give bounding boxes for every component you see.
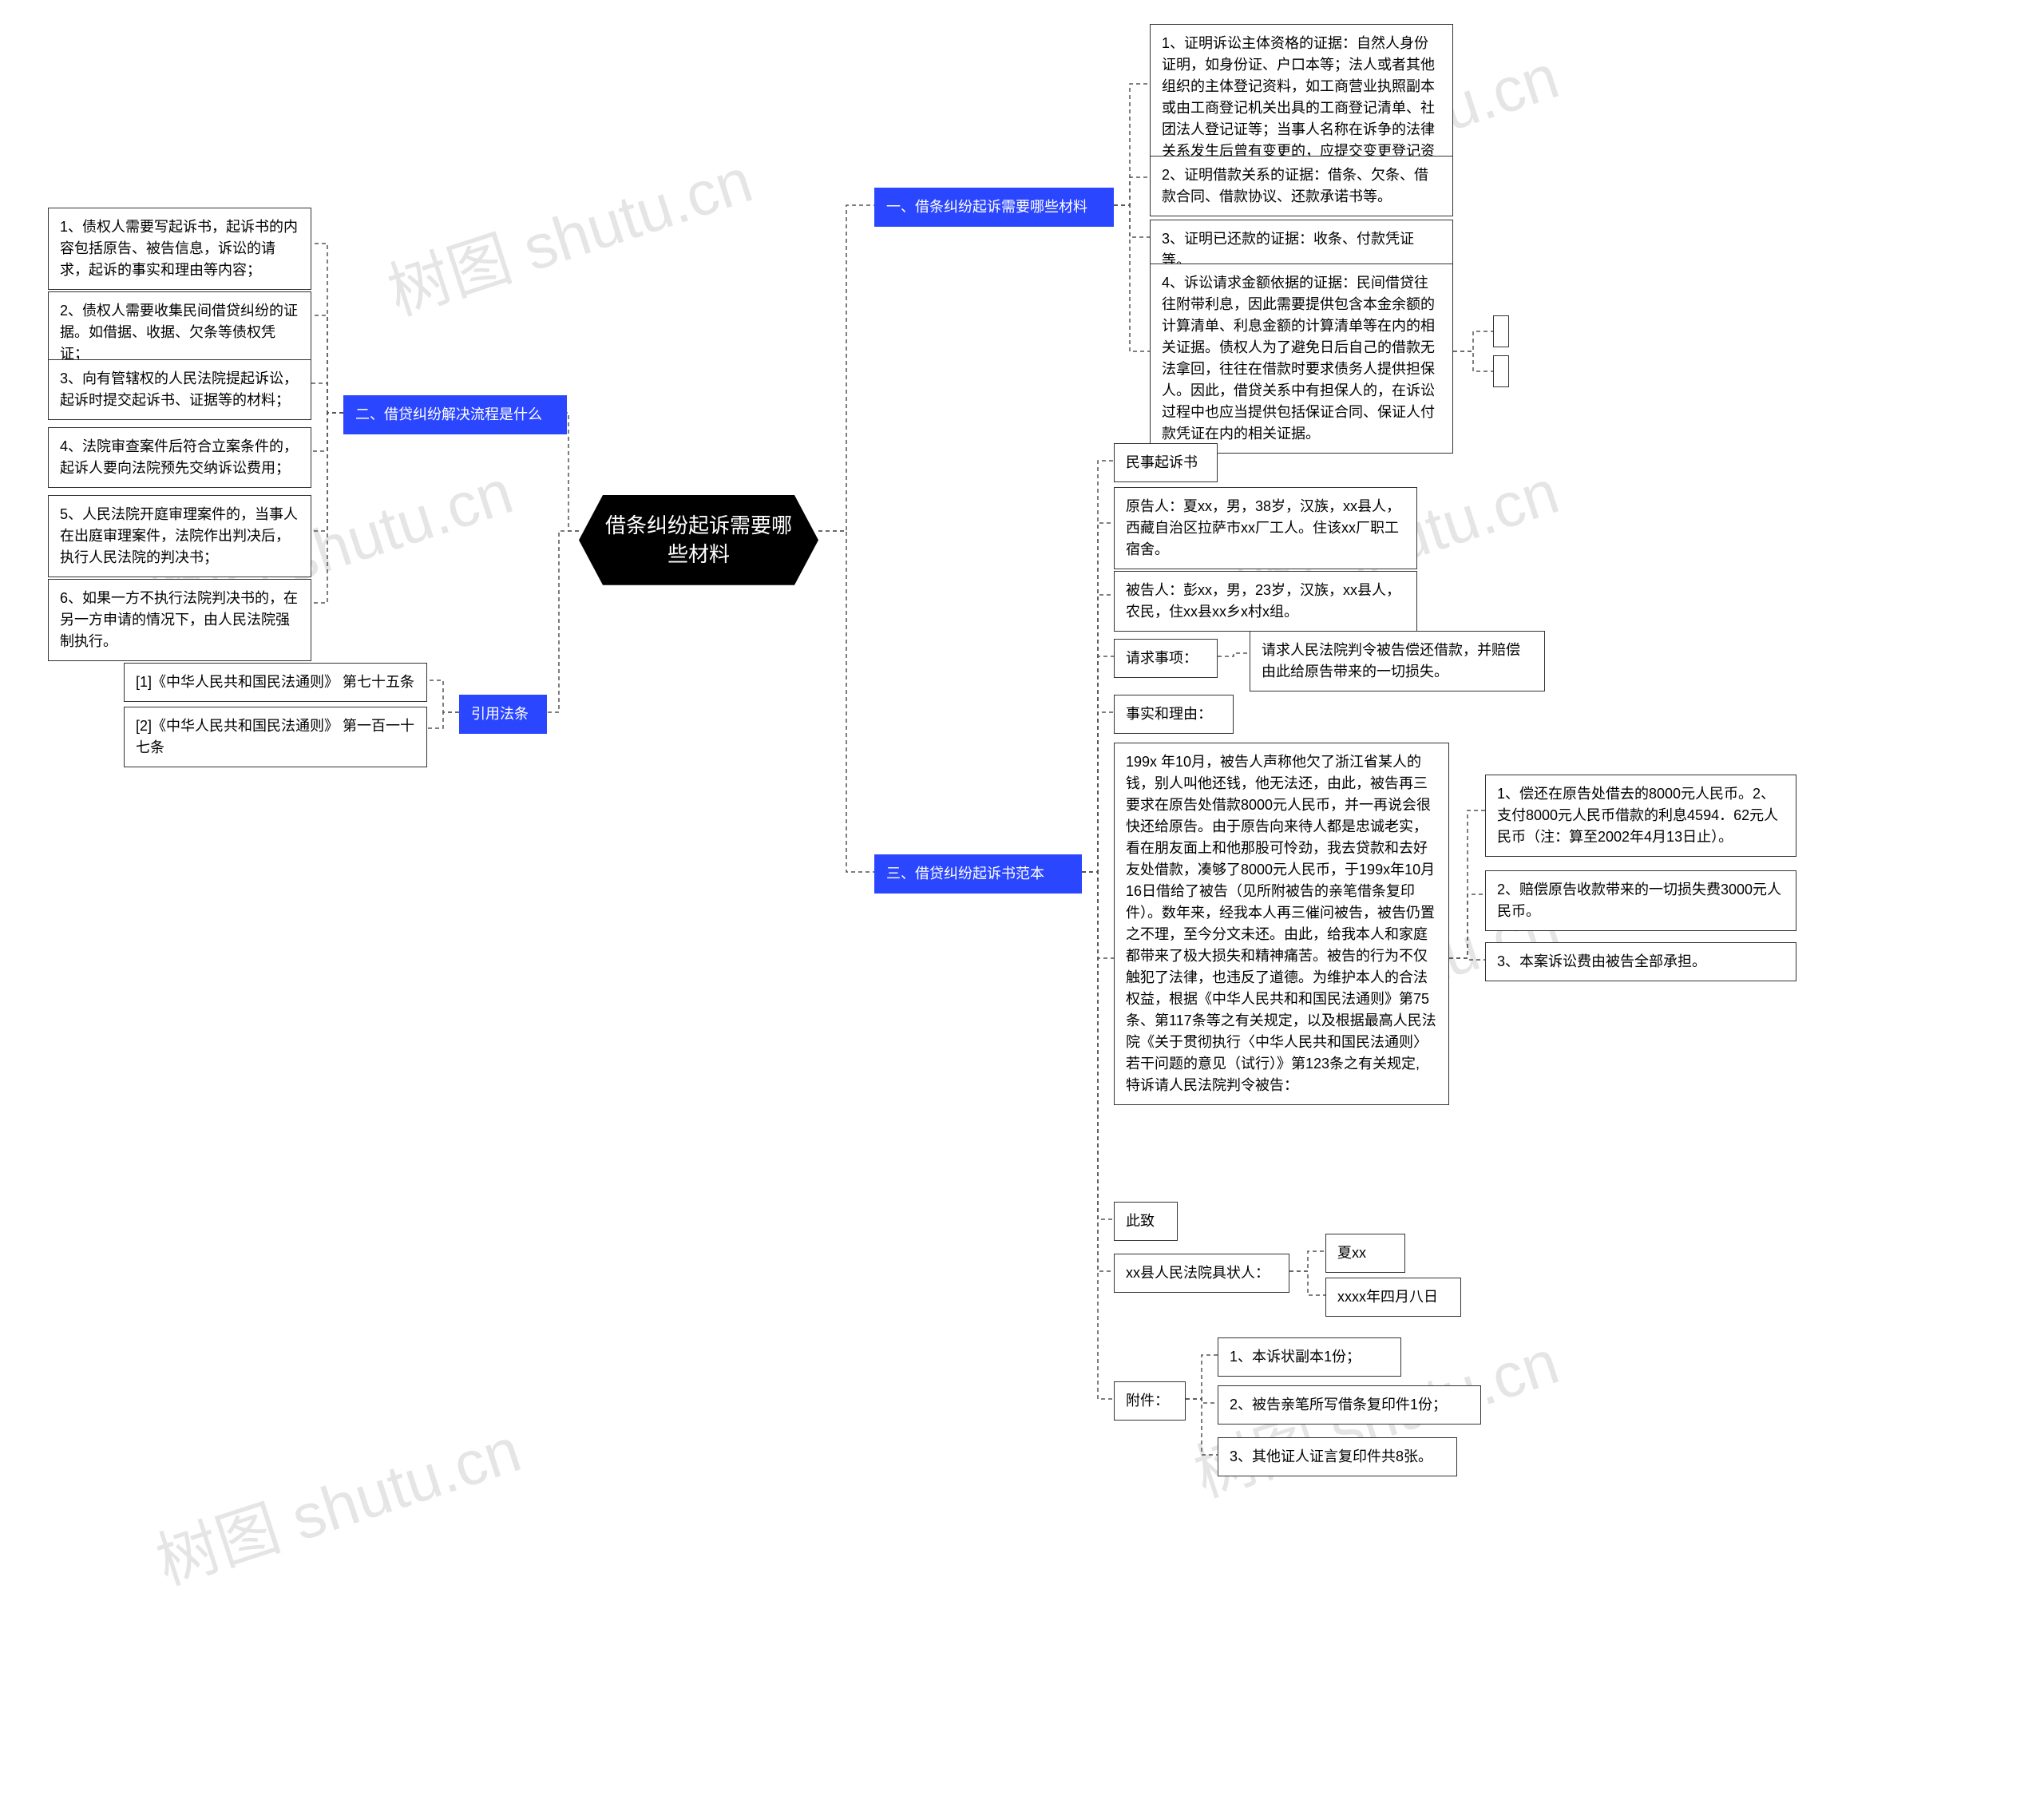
leaf-b3-9a: 1、本诉状副本1份； xyxy=(1218,1337,1401,1377)
branch-b1: 一、借条纠纷起诉需要哪些材料 xyxy=(874,188,1114,227)
leaf-b1-4: 4、诉讼请求金额依据的证据：民间借贷往往附带利息，因此需要提供包含本金余额的计算… xyxy=(1150,264,1453,454)
leaf-b3-6a: 1、偿还在原告处借去的8000元人民币。2、支付8000元人民币借款的利息459… xyxy=(1485,775,1796,857)
leaf-b1-2: 2、证明借款关系的证据：借条、欠条、借款合同、借款协议、还款承诺书等。 xyxy=(1150,156,1453,216)
leaf-b2-3: 3、向有管辖权的人民法院提起诉讼，起诉时提交起诉书、证据等的材料； xyxy=(48,359,311,420)
leaf-b2-6: 6、如果一方不执行法院判决书的，在另一方申请的情况下，由人民法院强制执行。 xyxy=(48,579,311,661)
stub-box xyxy=(1493,315,1509,347)
leaf-b3-6b: 2、赔偿原告收款带来的一切损失费3000元人民币。 xyxy=(1485,870,1796,931)
leaf-b3-8: xx县人民法院具状人： xyxy=(1114,1254,1289,1293)
root-node: 借条纠纷起诉需要哪些材料 xyxy=(579,495,818,585)
mindmap-canvas: 树图 shutu.cn 树图 shutu.cn 树图 shutu.cn 树图 s… xyxy=(0,0,2044,1799)
leaf-b3-5: 事实和理由： xyxy=(1114,695,1234,734)
leaf-b2-5: 5、人民法院开庭审理案件的，当事人在出庭审理案件，法院作出判决后，执行人民法院的… xyxy=(48,495,311,577)
leaf-b3-7: 此致 xyxy=(1114,1202,1178,1241)
branch-b4: 引用法条 xyxy=(459,695,547,734)
leaf-b3-8b: xxxx年四月八日 xyxy=(1325,1278,1461,1317)
leaf-b3-8a: 夏xx xyxy=(1325,1234,1405,1273)
leaf-b3-6c: 3、本案诉讼费由被告全部承担。 xyxy=(1485,942,1796,981)
leaf-b3-3: 被告人：彭xx，男，23岁，汉族，xx县人，农民，住xx县xx乡x村x组。 xyxy=(1114,571,1417,632)
branch-b2: 二、借贷纠纷解决流程是什么 xyxy=(343,395,567,434)
branch-b3: 三、借贷纠纷起诉书范本 xyxy=(874,854,1082,894)
leaf-b3-2: 原告人：夏xx，男，38岁，汉族，xx县人，西藏自治区拉萨市xx厂工人。住该xx… xyxy=(1114,487,1417,569)
leaf-b3-9b: 2、被告亲笔所写借条复印件1份； xyxy=(1218,1385,1481,1425)
leaf-b3-4v: 请求人民法院判令被告偿还借款，并赔偿由此给原告带来的一切损失。 xyxy=(1250,631,1545,691)
leaf-b4-2: [2]《中华人民共和国民法通则》 第一百一十七条 xyxy=(124,707,427,767)
leaf-b3-9c: 3、其他证人证言复印件共8张。 xyxy=(1218,1437,1457,1476)
watermark: 树图 shutu.cn xyxy=(144,1401,530,1603)
leaf-b3-6: 199x 年10月，被告人声称他欠了浙江省某人的钱，别人叫他还钱，他无法还，由此… xyxy=(1114,743,1449,1105)
leaf-b4-1: [1]《中华人民共和国民法通则》 第七十五条 xyxy=(124,663,427,702)
watermark: 树图 shutu.cn xyxy=(375,131,762,333)
leaf-b3-1: 民事起诉书 xyxy=(1114,443,1218,482)
leaf-b3-9: 附件： xyxy=(1114,1381,1186,1421)
leaf-b2-1: 1、债权人需要写起诉书，起诉书的内容包括原告、被告信息，诉讼的请求，起诉的事实和… xyxy=(48,208,311,290)
leaf-b3-4: 请求事项： xyxy=(1114,639,1218,678)
leaf-b2-4: 4、法院审查案件后符合立案条件的，起诉人要向法院预先交纳诉讼费用； xyxy=(48,427,311,488)
stub-box xyxy=(1493,355,1509,387)
